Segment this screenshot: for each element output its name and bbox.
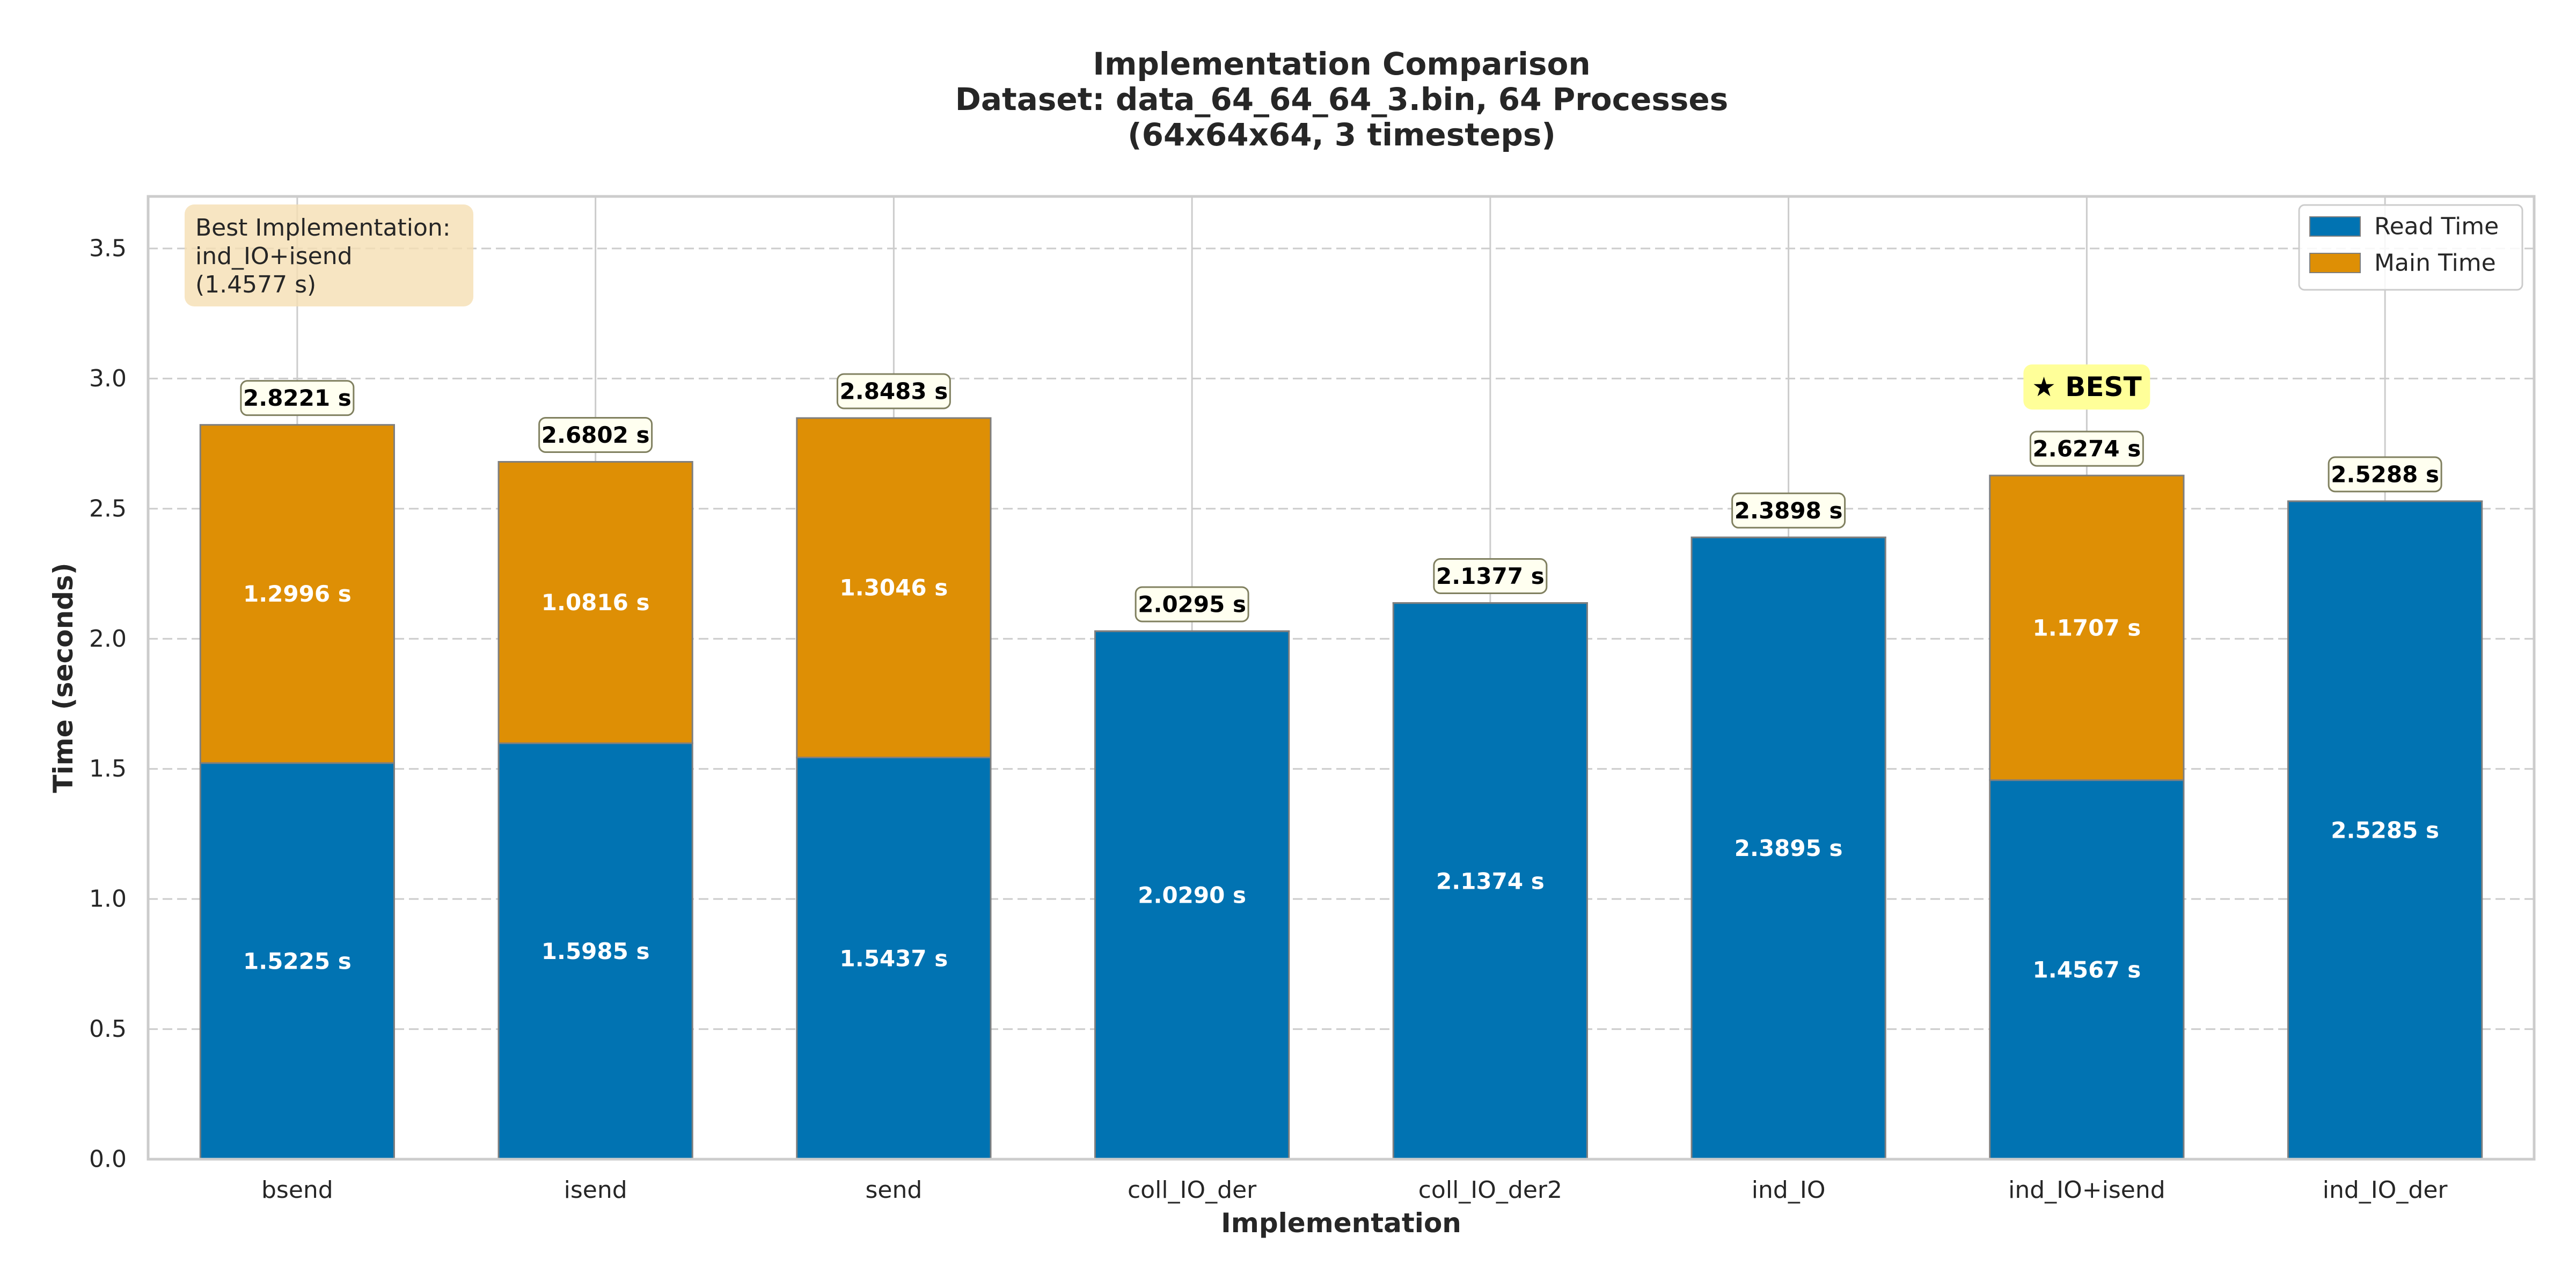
bar-read-time [2287, 500, 2483, 1160]
x-tick-label: isend [564, 1176, 627, 1204]
x-tick-label: ind_IO+isend [2008, 1176, 2165, 1204]
x-tick-label: coll_IO_der [1128, 1176, 1257, 1204]
y-tick-label: 3.0 [89, 365, 127, 392]
segment-label: 1.4567 s [2033, 956, 2141, 983]
total-label-box [1135, 586, 1249, 623]
total-label: 2.8221 s [243, 385, 352, 411]
segment-label: 1.0816 s [541, 589, 650, 616]
total-label: 2.0295 s [1138, 591, 1246, 617]
total-label: 2.6274 s [2033, 436, 2141, 462]
segment-label: 1.5437 s [840, 945, 948, 971]
legend-label: Read Time [2374, 213, 2499, 240]
segment-label: 2.3895 s [1735, 835, 1843, 861]
bars [199, 417, 2483, 1160]
total-label-box [240, 380, 355, 416]
legend-swatch [2309, 253, 2361, 273]
segment-label: 1.5985 s [541, 938, 650, 964]
legend: Read Time Main Time [2298, 204, 2523, 291]
title-line: Dataset: data_64_64_64_3.bin, 64 Process… [955, 81, 1729, 118]
bar-main-time [497, 461, 693, 744]
total-label: 2.1377 s [1436, 563, 1545, 589]
total-label-box [1433, 558, 1548, 595]
bar-read-time [199, 762, 395, 1160]
y-tick-label: 0.5 [89, 1015, 127, 1043]
total-label: 2.5288 s [2331, 461, 2439, 487]
segment-label: 2.5285 s [2331, 817, 2439, 844]
total-label: 2.6802 s [541, 422, 650, 448]
y-tick-label: 2.5 [89, 495, 127, 522]
legend-label: Main Time [2374, 250, 2496, 277]
bar-main-time [1989, 474, 2185, 781]
bar-read-time [1989, 779, 2185, 1160]
bar-main-time [199, 424, 395, 764]
x-tick-label: send [865, 1176, 922, 1204]
total-label-box [2328, 456, 2442, 493]
total-label-box [2029, 430, 2144, 467]
title-line: (64x64x64, 3 timesteps) [1128, 116, 1556, 153]
info-box: Best Implementation:ind_IO+isend(1.4577 … [185, 204, 473, 306]
best-marker: ★ BEST [2032, 371, 2142, 402]
bar-read-time [796, 757, 992, 1160]
segment-label: 1.5225 s [243, 948, 352, 974]
total-label: 2.3898 s [1735, 497, 1843, 524]
y-tick-label: 1.0 [89, 885, 127, 913]
y-tick-label: 1.5 [89, 755, 127, 782]
x-tick-label: ind_IO_der [2323, 1176, 2448, 1204]
total-label: 2.8483 s [840, 378, 948, 404]
y-tick-label: 3.5 [89, 235, 127, 262]
bar-read-time [497, 742, 693, 1160]
y-tick-label: 2.0 [89, 625, 127, 653]
info-box-line: ind_IO+isend [195, 243, 353, 270]
axes: 0.0 0.5 1.0 1.5 2.0 2.5 3.0 3.5 bsend isend send co… [48, 195, 2536, 1239]
bar-read-time [1392, 602, 1588, 1160]
bar-main-time [796, 417, 992, 759]
x-tick-label: coll_IO_der2 [1418, 1176, 1562, 1204]
title-line: Implementation Comparison [1093, 46, 1590, 82]
segment-label: 2.1374 s [1436, 868, 1545, 894]
plot-frame [147, 195, 2536, 1161]
legend-swatch [2309, 216, 2361, 237]
segment-label: 1.3046 s [840, 575, 948, 601]
y-axis-label: Time (seconds) [48, 562, 79, 793]
info-box-line: Best Implementation: [195, 214, 451, 241]
total-label-box [538, 416, 653, 453]
best-marker-box [2023, 364, 2150, 410]
segment-label: 1.2996 s [243, 581, 352, 607]
bar-read-time [1094, 630, 1290, 1160]
x-axis-label: Implementation [1221, 1208, 1461, 1239]
x-tick-label: bsend [261, 1176, 333, 1204]
info-box-background [185, 204, 473, 306]
total-label-box [836, 373, 951, 409]
segment-label: 2.0290 s [1138, 882, 1246, 909]
info-box-line: (1.4577 s) [195, 271, 316, 298]
data-labels: 1.5225 s 1.2996 s 1.5985 s 1.0816 s 1.5437 s… [240, 364, 2442, 983]
total-label-box [1731, 492, 1846, 529]
y-tick-label: 0.0 [89, 1146, 127, 1173]
x-tick-label: ind_IO [1752, 1176, 1826, 1204]
segment-label: 1.1707 s [2033, 614, 2141, 641]
